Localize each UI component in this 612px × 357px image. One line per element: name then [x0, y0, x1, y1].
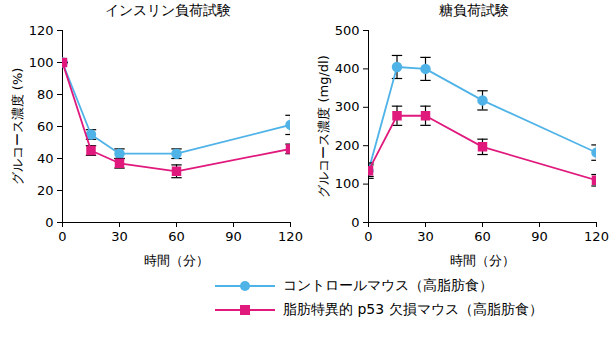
svg-text:時間（分）: 時間（分）: [144, 253, 209, 268]
svg-text:40: 40: [37, 151, 54, 166]
svg-text:120: 120: [278, 229, 303, 244]
svg-text:300: 300: [335, 99, 360, 114]
svg-text:100: 100: [335, 176, 360, 191]
svg-text:200: 200: [335, 138, 360, 153]
svg-text:グルコース濃度 (mg/dl): グルコース濃度 (mg/dl): [316, 55, 331, 197]
svg-text:0: 0: [364, 229, 372, 244]
svg-text:0: 0: [45, 215, 53, 230]
html-text:コントロールマウス（高脂肪食）: コントロールマウス（高脂肪食）: [283, 277, 493, 293]
svg-text:80: 80: [37, 87, 54, 102]
svg-text:60: 60: [168, 229, 185, 244]
html-text:脂肪特異的 p53 欠損マウス（高脂肪食）: 脂肪特異的 p53 欠損マウス（高脂肪食）: [283, 301, 543, 317]
svg-text:100: 100: [29, 55, 54, 70]
svg-text:400: 400: [335, 61, 360, 76]
svg-text:120: 120: [584, 229, 609, 244]
svg-text:500: 500: [335, 23, 360, 38]
svg-text:0: 0: [58, 229, 66, 244]
svg-text:30: 30: [111, 229, 128, 244]
svg-text:0: 0: [351, 215, 359, 230]
svg-text:グルコース濃度 (%): グルコース濃度 (%): [10, 68, 25, 186]
svg-text:30: 30: [417, 229, 434, 244]
svg-text:90: 90: [225, 229, 242, 244]
svg-text:90: 90: [531, 229, 548, 244]
svg-text:20: 20: [37, 183, 54, 198]
svg-text:120: 120: [29, 23, 54, 38]
html-text:インスリン負荷試験: インスリン負荷試験: [105, 2, 231, 18]
svg-text:60: 60: [474, 229, 491, 244]
html-text:糖負荷試験: 糖負荷試験: [439, 2, 509, 18]
svg-text:時間（分）: 時間（分）: [450, 253, 515, 268]
svg-text:60: 60: [37, 119, 54, 134]
